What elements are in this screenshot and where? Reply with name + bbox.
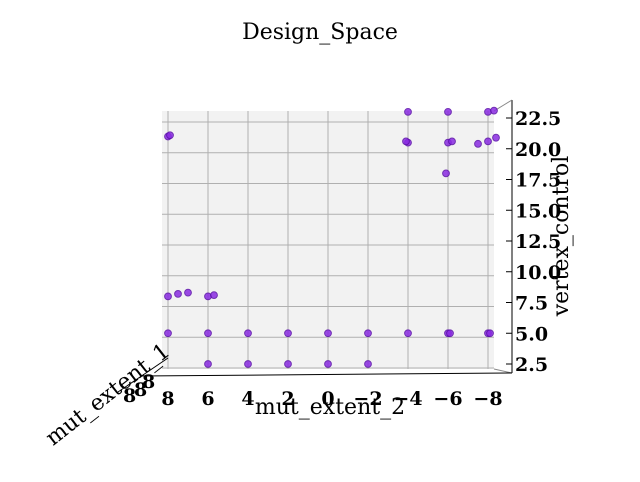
data-point (204, 360, 212, 368)
data-point (364, 329, 372, 338)
z-tick-labels: 2.5 5.0 7.5 10.0 12.5 15.0 17.5 20.0 22.5 (506, 108, 561, 376)
data-point (324, 329, 332, 338)
z-tick-label: 2.5 (515, 354, 548, 376)
z-tick-label: 15.0 (515, 200, 561, 222)
z-tick-label: 20.0 (515, 139, 561, 161)
data-point (184, 288, 192, 297)
data-point (244, 329, 252, 338)
data-point (442, 169, 450, 178)
data-point (492, 133, 500, 142)
x-tick-label: −8 (473, 388, 502, 410)
x-tick-label: −2 (353, 388, 382, 410)
data-point (486, 329, 494, 338)
x-axis-label: mut_extent_2 (255, 395, 405, 420)
data-point (244, 360, 252, 368)
data-point (324, 360, 332, 368)
data-point (474, 139, 482, 148)
data-point (164, 292, 172, 301)
x-axis-line (139, 372, 513, 377)
x-tick-label: 0 (321, 388, 334, 410)
data-point (210, 291, 218, 300)
data-point (404, 329, 412, 338)
data-point (446, 329, 454, 338)
x-tick-label: 6 (201, 388, 214, 410)
z-tick-label: 7.5 (515, 293, 548, 315)
data-point (402, 137, 410, 146)
z-tick-label: 17.5 (515, 170, 561, 192)
data-point (284, 329, 292, 338)
x-tick-label: 8 (161, 388, 174, 410)
z-tick-label: 5.0 (515, 323, 548, 345)
data-point (174, 289, 182, 298)
y-axis-squashed: 8 8 8 (117, 357, 169, 407)
z-tick-label: 12.5 (515, 231, 561, 253)
x-tick-labels: 8 6 4 2 0 −2 −4 −6 −8 (161, 388, 502, 410)
data-point (444, 107, 452, 116)
z-axis-label: vertex_control (549, 156, 574, 318)
x-tick-label: 4 (241, 388, 254, 410)
data-points (164, 106, 500, 368)
data-point (364, 360, 372, 368)
data-point (166, 131, 174, 140)
pane-bottom-edge (493, 368, 513, 374)
x-tick-label: 2 (281, 388, 294, 410)
data-point (404, 107, 412, 116)
y-axis-tick-cluster: 8 (123, 385, 136, 407)
svg-text:8: 8 (142, 371, 155, 393)
data-point (284, 360, 292, 368)
data-point (490, 106, 498, 115)
z-tick-label: 10.0 (515, 262, 561, 284)
gridlines (162, 111, 494, 369)
x-tick-label: −6 (433, 388, 462, 410)
y-axis-label: mut_extent_1 (41, 339, 175, 451)
data-point (448, 137, 456, 146)
data-point (164, 329, 172, 338)
chart-title: Design_Space (242, 20, 398, 45)
svg-text:8: 8 (134, 379, 147, 401)
z-tick-label: 22.5 (515, 108, 561, 130)
data-point (204, 329, 212, 338)
data-point (484, 137, 492, 146)
x-tick-label: −4 (393, 388, 422, 410)
